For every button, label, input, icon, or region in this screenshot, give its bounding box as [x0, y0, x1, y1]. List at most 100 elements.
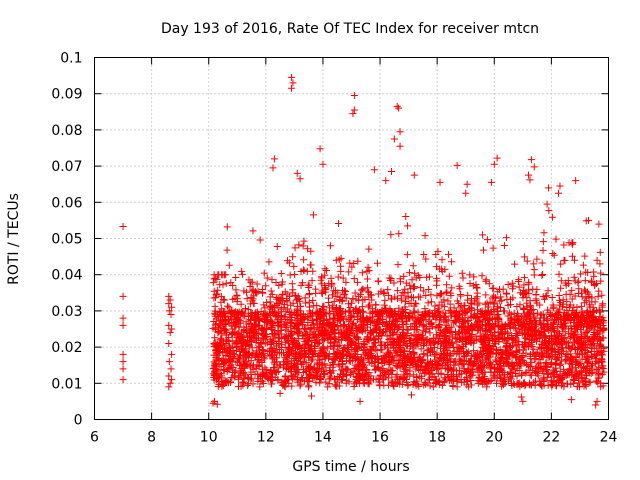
data-point — [247, 337, 255, 345]
data-point — [211, 334, 219, 342]
data-point — [273, 294, 281, 302]
data-point — [303, 267, 311, 275]
data-point — [407, 391, 415, 399]
data-point — [396, 364, 404, 372]
data-point — [555, 189, 563, 197]
data-point — [248, 287, 256, 295]
data-point — [218, 336, 226, 344]
data-point — [358, 286, 366, 294]
data-point — [220, 307, 228, 315]
data-point — [556, 349, 564, 357]
y-tick-label: 0.04 — [51, 268, 82, 284]
data-point — [593, 397, 601, 405]
data-point — [218, 373, 226, 381]
data-point — [253, 280, 261, 288]
data-point — [354, 344, 362, 352]
points-layer — [119, 73, 608, 409]
data-point — [460, 365, 468, 373]
data-point — [447, 352, 455, 360]
data-point — [337, 254, 345, 262]
data-point — [563, 298, 571, 306]
data-point — [249, 322, 257, 330]
data-point — [448, 367, 456, 375]
data-point — [433, 274, 441, 282]
data-point — [463, 308, 471, 316]
x-tick-label: 12 — [257, 430, 275, 446]
data-point — [268, 380, 276, 388]
data-point — [440, 296, 448, 304]
data-point — [269, 164, 277, 172]
data-point — [560, 320, 568, 328]
data-point — [309, 320, 317, 328]
data-point — [443, 351, 451, 359]
data-point — [238, 328, 246, 336]
data-point — [355, 296, 363, 304]
data-point — [593, 256, 601, 264]
data-point — [212, 354, 220, 362]
data-point — [500, 334, 508, 342]
data-point — [390, 338, 398, 346]
data-point — [359, 315, 367, 323]
data-point — [242, 323, 250, 331]
data-point — [226, 319, 234, 327]
data-point — [565, 370, 573, 378]
data-point — [556, 182, 564, 190]
data-point — [478, 272, 486, 280]
data-point — [580, 382, 588, 390]
y-tick-label: 0.06 — [51, 195, 82, 211]
data-point — [167, 365, 175, 373]
data-point — [331, 356, 339, 364]
data-point — [451, 347, 459, 355]
data-point — [290, 323, 298, 331]
data-point — [364, 263, 372, 271]
data-point — [441, 332, 449, 340]
data-point — [575, 289, 583, 297]
data-point — [448, 284, 456, 292]
data-point — [433, 349, 441, 357]
data-point — [165, 383, 173, 391]
data-point — [540, 229, 548, 237]
data-point — [351, 380, 359, 388]
data-point — [249, 361, 257, 369]
data-point — [549, 304, 557, 312]
y-tick-label: 0.05 — [51, 232, 82, 248]
data-point — [119, 376, 127, 384]
data-point — [291, 271, 299, 279]
data-point — [301, 312, 309, 320]
data-point — [290, 262, 298, 270]
data-point — [338, 333, 346, 341]
data-point — [348, 312, 356, 320]
data-point — [166, 329, 174, 337]
data-point — [316, 338, 324, 346]
data-point — [523, 257, 531, 265]
data-point — [591, 333, 599, 341]
data-point — [366, 301, 374, 309]
data-point — [210, 397, 218, 405]
data-point — [302, 368, 310, 376]
data-point — [276, 389, 284, 397]
data-point — [450, 319, 458, 327]
data-point — [363, 268, 371, 276]
data-point — [245, 319, 253, 327]
data-point — [238, 270, 246, 278]
data-point — [213, 400, 221, 408]
data-point — [306, 365, 314, 373]
data-point — [168, 303, 176, 311]
data-point — [415, 331, 423, 339]
data-point — [291, 336, 299, 344]
data-point — [238, 267, 246, 275]
data-point — [479, 231, 487, 239]
data-point — [573, 370, 581, 378]
data-point — [305, 298, 313, 306]
data-point — [214, 382, 222, 390]
data-point — [492, 357, 500, 365]
data-point — [406, 281, 414, 289]
data-point — [498, 297, 506, 305]
data-point — [238, 367, 246, 375]
data-point — [475, 362, 483, 370]
data-point — [247, 357, 255, 365]
data-point — [344, 345, 352, 353]
data-point — [522, 342, 530, 350]
data-point — [329, 302, 337, 310]
data-point — [388, 370, 396, 378]
